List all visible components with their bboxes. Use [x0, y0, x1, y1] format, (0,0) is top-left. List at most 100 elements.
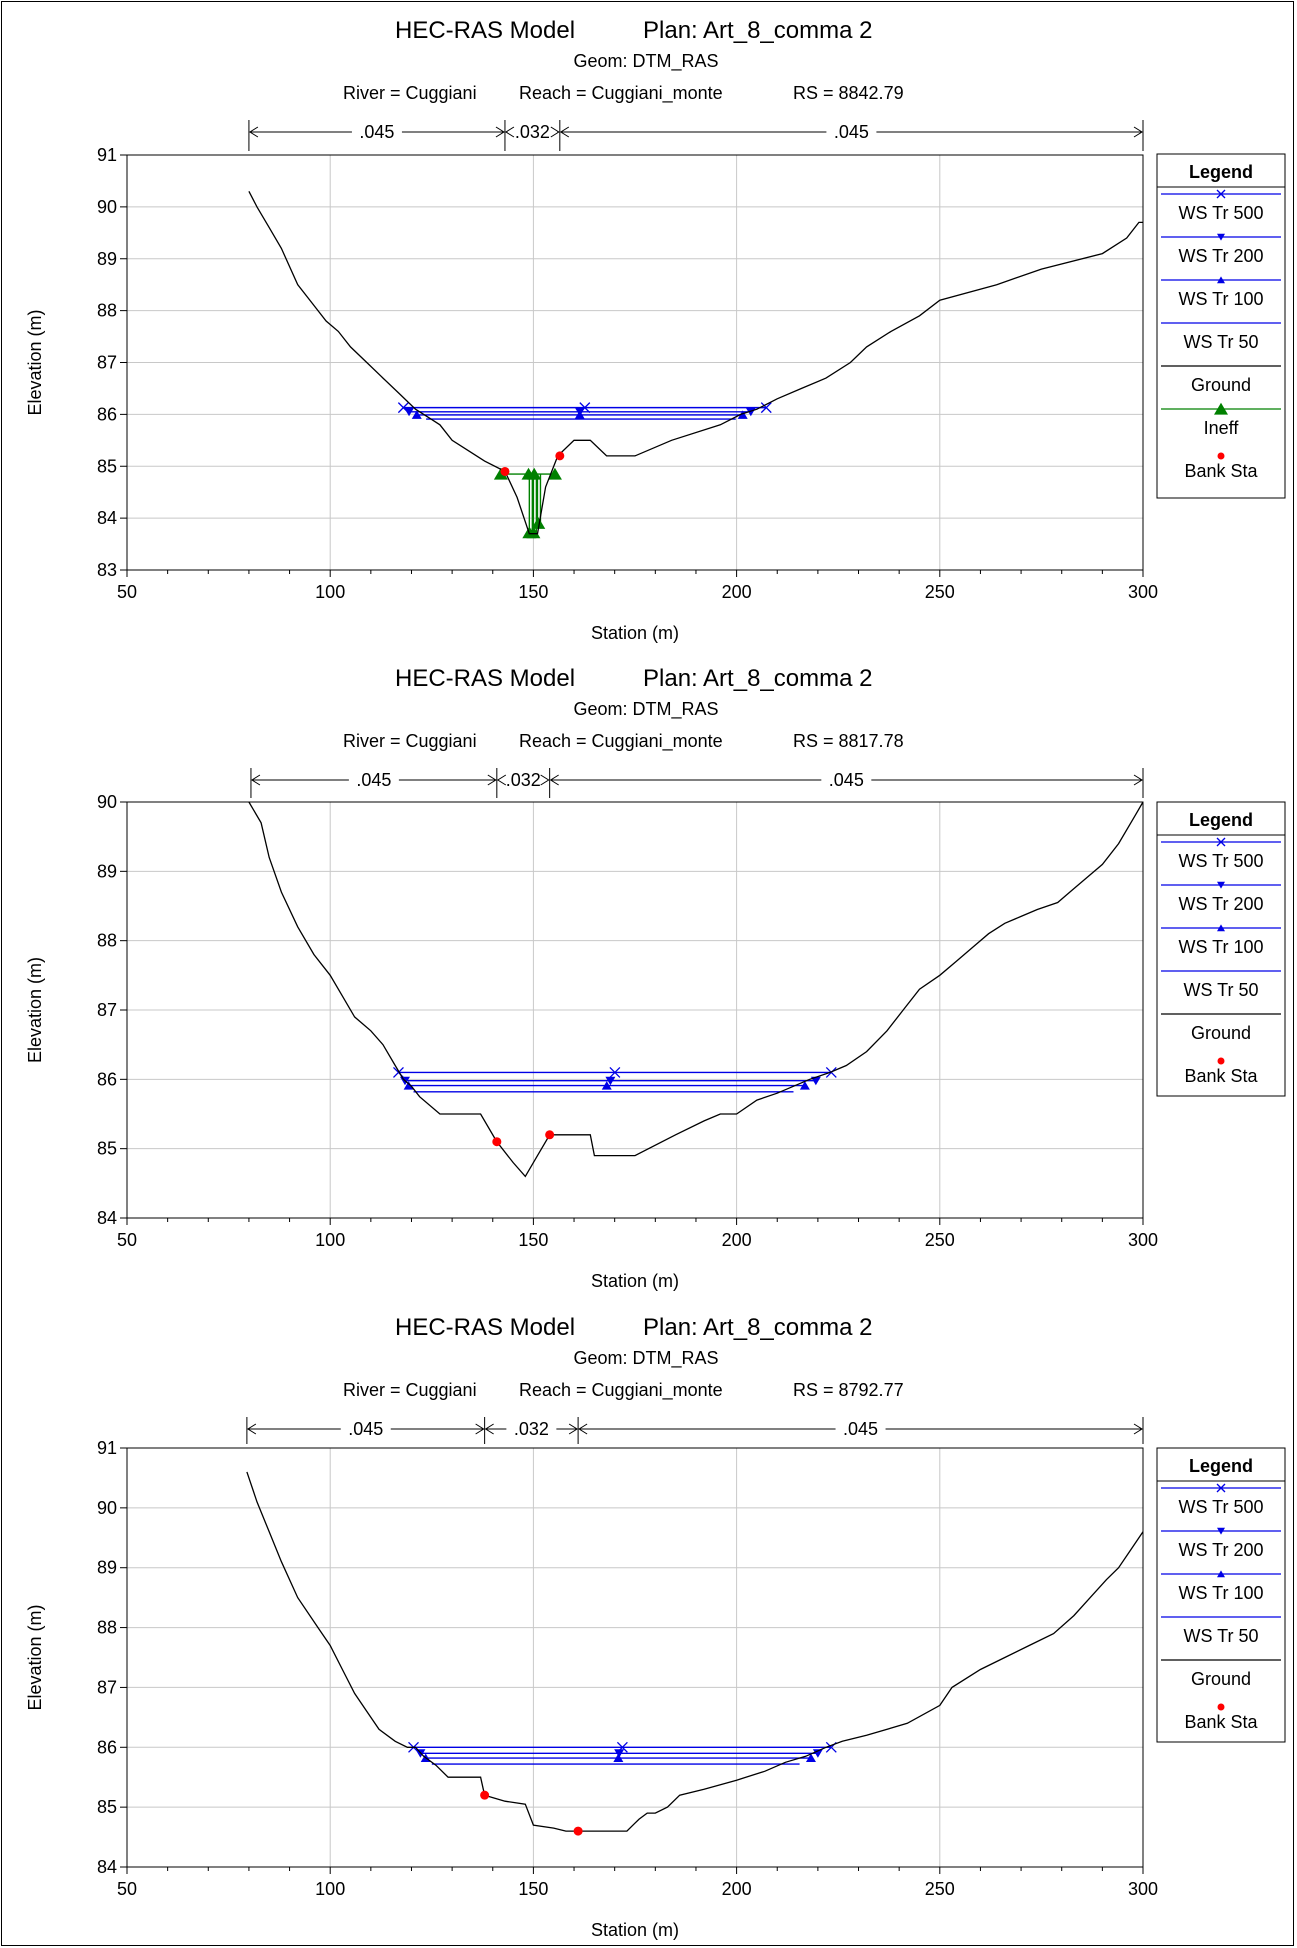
- x-tick-label: 300: [1128, 582, 1158, 602]
- legend-item-ws-tr-500: WS Tr 500: [1161, 189, 1281, 223]
- x-tick-label: 250: [925, 1230, 955, 1250]
- legend-item-ineff: Ineff: [1161, 402, 1281, 438]
- legend-item-ws-tr-200: WS Tr 200: [1161, 1527, 1281, 1560]
- y-tick-label: 87: [97, 1000, 117, 1020]
- bank-station-marker: [500, 466, 510, 476]
- mannings-arrowhead: [495, 126, 505, 138]
- legend-box: [1156, 1447, 1286, 1743]
- water-surfaces: [408, 1741, 837, 1765]
- chart-title: HEC-RAS Model: [395, 665, 575, 692]
- mannings-arrowhead: [248, 126, 259, 138]
- ground-line: [248, 801, 1144, 1178]
- chart-2: HEC-RAS Model Plan: Art_8_comma 2 Geom: DT…: [25, 665, 1286, 1291]
- chart-rs: RS = 8842.79: [793, 83, 904, 103]
- x-tick-label: 200: [722, 582, 752, 602]
- mannings-arrowhead: [1133, 1423, 1143, 1435]
- legend-marker-icon: [1217, 881, 1225, 889]
- legend-item-ws-tr-200: WS Tr 200: [1161, 881, 1281, 914]
- legend-title: Legend: [1189, 810, 1253, 830]
- grid: [126, 1447, 1144, 1868]
- mannings-n-label: .032: [515, 122, 550, 142]
- legend-marker-icon: [1216, 837, 1226, 847]
- mannings-arrowhead: [568, 1423, 579, 1435]
- mannings-arrowhead: [484, 1423, 494, 1435]
- chart-reach: Reach = Cuggiani_monte: [519, 731, 723, 752]
- legend-marker-icon: [1217, 452, 1225, 460]
- chart-geom: Geom: DTM_RAS: [573, 1348, 718, 1369]
- legend-item-ws-tr-50: WS Tr 50: [1161, 1616, 1281, 1646]
- legend-label: WS Tr 100: [1178, 1583, 1263, 1603]
- ws-marker-ws-tr-100: [574, 410, 585, 419]
- y-tick-label: 85: [97, 1797, 117, 1817]
- mannings-n-bar: .045 .032 .045: [246, 1417, 1144, 1444]
- legend-label: WS Tr 500: [1178, 1497, 1263, 1517]
- y-tick-label: 88: [97, 301, 117, 321]
- chart-plan: Plan: Art_8_comma 2: [643, 17, 872, 44]
- y-tick-label: 87: [97, 1677, 117, 1697]
- legend-label: Bank Sta: [1184, 1712, 1258, 1732]
- legend-marker-icon: [1217, 233, 1225, 241]
- x-tick-label: 250: [925, 1879, 955, 1899]
- chart-reach: Reach = Cuggiani_monte: [519, 83, 723, 104]
- y-tick-label: 88: [97, 931, 117, 951]
- y-tick-label: 91: [97, 1438, 117, 1458]
- x-tick-label: 50: [117, 582, 137, 602]
- legend-item-ws-tr-500: WS Tr 500: [1161, 837, 1281, 871]
- y-tick-label: 88: [97, 1618, 117, 1638]
- chart-river: River = Cuggiani: [343, 1380, 477, 1400]
- legend-item-ground: Ground: [1161, 1013, 1281, 1043]
- mannings-n-label: .045: [834, 122, 869, 142]
- mannings-arrowhead: [246, 1423, 257, 1435]
- mannings-arrowhead: [550, 126, 560, 138]
- ineff-marker: [526, 526, 541, 539]
- legend-box: [1156, 801, 1286, 1097]
- y-axis-label: Elevation (m): [25, 1604, 45, 1710]
- legend-label: WS Tr 200: [1178, 894, 1263, 914]
- x-tick-label: 50: [117, 1230, 137, 1250]
- legend-title: Legend: [1189, 162, 1253, 182]
- y-tick-label: 86: [97, 1069, 117, 1089]
- y-tick-label: 85: [97, 456, 117, 476]
- mannings-arrowhead: [549, 774, 559, 786]
- x-tick-label: 200: [722, 1230, 752, 1250]
- legend-marker-icon: [1216, 1483, 1226, 1493]
- x-tick-label: 100: [315, 1879, 345, 1899]
- mannings-arrowhead: [1133, 126, 1143, 138]
- mannings-n-label: .032: [506, 770, 541, 790]
- ws-marker-ws-tr-100: [403, 1081, 414, 1090]
- ineffective-flow: [493, 467, 562, 539]
- y-tick-label: 90: [97, 792, 117, 812]
- mannings-n-label: .045: [359, 122, 394, 142]
- legend-item-bank-sta: Bank Sta: [1184, 452, 1259, 481]
- y-tick-label: 86: [97, 404, 117, 424]
- bank-station-marker: [573, 1826, 583, 1836]
- legend-marker-icon: [1217, 924, 1225, 932]
- x-tick-label: 100: [315, 1230, 345, 1250]
- x-axis-label: Station (m): [591, 1271, 679, 1291]
- water-surfaces: [397, 402, 772, 420]
- legend-label: WS Tr 500: [1178, 203, 1263, 223]
- legend-marker-icon: [1217, 1570, 1225, 1578]
- legend-marker-icon: [1217, 1703, 1225, 1711]
- chart-3: HEC-RAS Model Plan: Art_8_comma 2 Geom: DT…: [25, 1314, 1286, 1940]
- ws-marker-ws-tr-200: [605, 1076, 616, 1086]
- mannings-n-bar: .045 .032 .045: [250, 768, 1144, 798]
- x-tick-label: 150: [518, 1879, 548, 1899]
- legend-label: Bank Sta: [1184, 461, 1258, 481]
- legend-box: [1156, 153, 1286, 499]
- legend-label: Ground: [1191, 1669, 1251, 1689]
- y-tick-label: 89: [97, 861, 117, 881]
- x-tick-label: 50: [117, 1879, 137, 1899]
- ws-marker-ws-tr-100: [613, 1753, 624, 1763]
- y-tick-label: 84: [97, 1208, 117, 1228]
- chart-rs: RS = 8792.77: [793, 1380, 904, 1400]
- legend-label: WS Tr 500: [1178, 851, 1263, 871]
- x-axis-label: Station (m): [591, 1920, 679, 1940]
- y-tick-label: 91: [97, 145, 117, 165]
- ws-marker-ws-tr-100: [601, 1081, 612, 1090]
- legend-marker-icon: [1214, 402, 1228, 415]
- y-tick-label: 85: [97, 1139, 117, 1159]
- ws-marker-ws-tr-100: [799, 1081, 810, 1090]
